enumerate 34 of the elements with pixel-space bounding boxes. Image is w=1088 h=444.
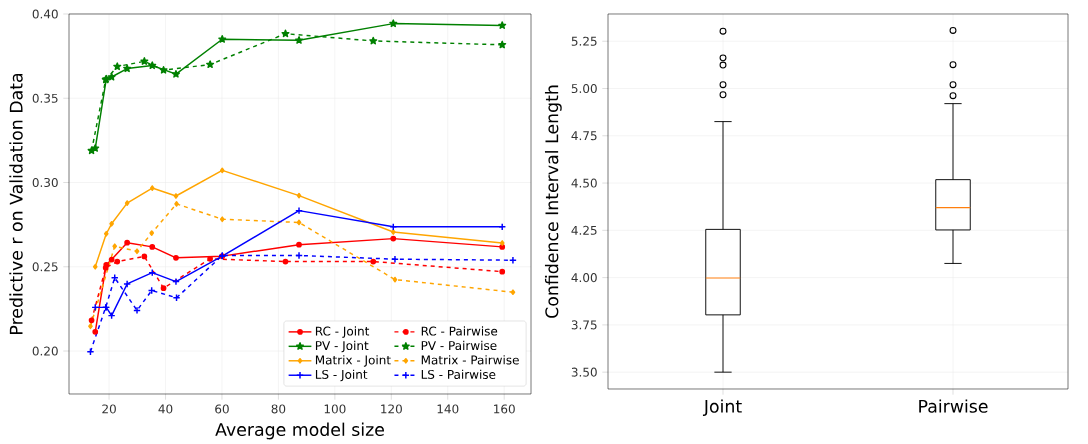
legend-label: PV - Pairwise <box>421 340 497 351</box>
legend-label: LS - Joint <box>315 369 368 382</box>
x-tick-label: 80 <box>271 404 286 414</box>
legend-label: Matrix - Pairwise <box>421 355 519 365</box>
y-tick-label: 4.25 <box>571 225 597 235</box>
x-tick-label: 120 <box>381 404 402 414</box>
x-tick-label: Pairwise <box>919 399 988 413</box>
y-tick-label: 0.25 <box>32 262 58 272</box>
y-tick-label: 3.50 <box>571 367 597 377</box>
y-tick-label: 4.00 <box>571 273 597 283</box>
x-tick-label: Joint <box>702 399 742 417</box>
y-tick-label: 0.35 <box>32 93 58 103</box>
x-tick-label: 60 <box>215 404 229 414</box>
legend-label: LS - Pairwise <box>421 369 496 380</box>
y-tick-label: 5.25 <box>571 36 597 46</box>
y-tick-label: 4.50 <box>571 178 597 188</box>
x-tick-label: 40 <box>158 404 173 414</box>
x-tick-label: 20 <box>102 404 116 414</box>
legend-label: PV - Joint <box>315 340 369 353</box>
x-tick-label: 140 <box>437 404 459 414</box>
legend-label: Matrix - Joint <box>315 355 391 367</box>
y-axis-title: Predictive r on Validation Data <box>9 74 23 334</box>
y-axis-title: Confidence Interval Length <box>544 85 562 318</box>
y-tick-label: 5.00 <box>571 84 597 94</box>
y-tick-label: 0.30 <box>32 178 58 188</box>
y-tick-label: 0.40 <box>32 9 58 19</box>
y-tick-label: 0.20 <box>32 346 58 356</box>
x-axis-title: Average model size <box>215 422 384 440</box>
y-tick-label: 3.75 <box>571 320 597 330</box>
legend-label: RC - Joint <box>315 326 370 338</box>
x-tick-label: 100 <box>324 404 346 414</box>
y-tick-label: 4.75 <box>571 131 597 141</box>
legend-label: RC - Pairwise <box>421 326 498 336</box>
x-tick-label: 160 <box>494 404 515 414</box>
